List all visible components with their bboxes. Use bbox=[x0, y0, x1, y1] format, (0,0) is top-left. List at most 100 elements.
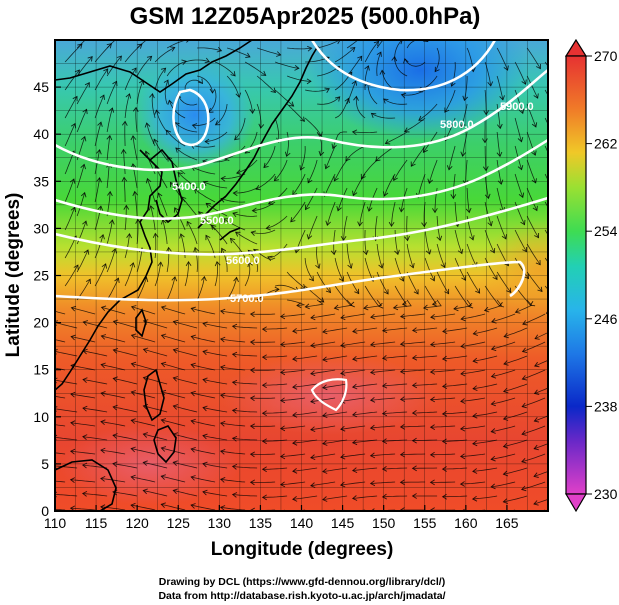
y-tick-label: 40 bbox=[33, 126, 49, 142]
credit-dcl: Drawing by DCL (https://www.gfd-dennou.o… bbox=[159, 576, 445, 588]
streamline-arrowhead bbox=[103, 68, 109, 74]
streamline-arrowhead bbox=[288, 101, 295, 107]
y-tick-label: 15 bbox=[33, 362, 49, 378]
plot-area: 5400.0 5500.0 5600.0 5700.0 5800.0 5900.… bbox=[55, 40, 548, 511]
streamline-arrowhead bbox=[459, 453, 466, 460]
streamline-arrowhead bbox=[460, 370, 466, 377]
contour-5700 bbox=[55, 138, 548, 221]
streamline bbox=[496, 187, 504, 212]
streamline-arrowhead bbox=[352, 328, 358, 334]
streamline-arrowhead bbox=[270, 87, 277, 93]
streamline bbox=[400, 187, 408, 212]
streamline-arrowhead bbox=[82, 434, 88, 440]
streamline-arrowhead bbox=[172, 376, 179, 382]
streamline-arrowhead bbox=[411, 382, 418, 389]
streamline-arrowhead bbox=[170, 46, 176, 52]
streamline bbox=[220, 506, 246, 511]
streamline-arrowhead bbox=[290, 217, 296, 223]
streamline bbox=[464, 76, 468, 101]
streamline bbox=[526, 187, 538, 211]
streamline-arrowhead bbox=[310, 454, 316, 461]
streamline-arrowhead bbox=[490, 372, 497, 379]
streamline-arrowhead bbox=[209, 88, 216, 94]
streamline-arrowhead bbox=[132, 190, 139, 197]
streamline bbox=[70, 422, 96, 427]
streamline-arrowhead bbox=[529, 300, 536, 307]
streamline bbox=[94, 43, 112, 63]
streamline bbox=[280, 313, 306, 317]
streamline-arrowhead bbox=[166, 246, 172, 253]
streamline bbox=[428, 159, 438, 184]
streamline-arrowhead bbox=[175, 147, 181, 153]
streamline bbox=[287, 47, 312, 50]
streamline-arrowhead bbox=[247, 261, 253, 268]
streamline bbox=[157, 193, 168, 217]
streamline-arrowhead bbox=[460, 315, 466, 322]
streamline bbox=[496, 47, 508, 71]
streamline bbox=[430, 453, 456, 456]
streamline bbox=[292, 355, 318, 360]
streamline bbox=[173, 490, 198, 497]
streamline bbox=[472, 495, 498, 500]
streamline bbox=[274, 89, 294, 107]
streamline bbox=[177, 94, 198, 106]
streamline-arrowhead bbox=[81, 490, 88, 497]
streamline-arrowhead bbox=[231, 492, 238, 498]
streamline bbox=[521, 481, 546, 490]
streamline bbox=[76, 249, 89, 273]
streamline-arrowhead bbox=[333, 304, 340, 311]
streamline bbox=[184, 79, 203, 91]
streamline bbox=[153, 139, 168, 161]
streamline-arrowhead bbox=[429, 369, 436, 375]
streamline-arrowhead bbox=[292, 328, 298, 334]
streamline-arrowhead bbox=[130, 361, 137, 368]
streamline-arrowhead bbox=[324, 87, 330, 93]
streamline bbox=[181, 196, 198, 217]
streamline-arrowhead bbox=[82, 220, 88, 226]
streamline-arrowhead bbox=[77, 43, 83, 49]
streamline-arrowhead bbox=[446, 165, 453, 171]
streamline-arrowhead bbox=[185, 260, 192, 267]
x-axis-ticks: 110 115 120 125 130 135 140 145 150 155 160 165 bbox=[44, 505, 519, 531]
streamline bbox=[534, 387, 548, 394]
contour-label-1: 5400.0 bbox=[172, 181, 206, 193]
streamline-arrowhead bbox=[472, 357, 478, 364]
streamline-arrowhead bbox=[340, 453, 346, 460]
x-tick-label: 110 bbox=[44, 515, 67, 531]
streamline bbox=[262, 411, 288, 414]
streamline-arrowhead bbox=[234, 231, 241, 237]
streamline bbox=[136, 277, 147, 301]
streamline bbox=[473, 383, 498, 390]
x-tick-label: 140 bbox=[290, 515, 314, 531]
streamline bbox=[106, 220, 113, 245]
streamline-arrowhead bbox=[337, 40, 341, 45]
streamline-arrowhead bbox=[249, 451, 256, 458]
streamline-arrowhead bbox=[522, 320, 528, 326]
streamline-arrowhead bbox=[145, 177, 152, 184]
streamline-arrowhead bbox=[107, 190, 113, 197]
streamline bbox=[394, 229, 399, 255]
streamline bbox=[215, 103, 228, 126]
streamline bbox=[197, 47, 222, 52]
streamline bbox=[307, 159, 318, 183]
streamline bbox=[232, 353, 258, 357]
streamline-arrowhead bbox=[80, 163, 87, 170]
streamline bbox=[322, 383, 348, 389]
streamline bbox=[343, 215, 348, 241]
streamline bbox=[322, 467, 348, 472]
streamline bbox=[166, 276, 176, 301]
streamline-arrowhead bbox=[219, 448, 226, 455]
streamline-arrowhead bbox=[160, 502, 166, 509]
streamline bbox=[361, 159, 378, 179]
streamline-arrowhead bbox=[205, 234, 211, 241]
streamline bbox=[364, 285, 380, 307]
streamline bbox=[124, 262, 134, 287]
streamline bbox=[322, 411, 348, 417]
streamline-arrowhead bbox=[70, 391, 76, 398]
streamline bbox=[124, 67, 137, 91]
streamline bbox=[503, 439, 528, 447]
streamline-arrowhead bbox=[101, 263, 108, 269]
streamline-arrowhead bbox=[304, 204, 310, 211]
streamline bbox=[334, 159, 348, 182]
streamline-arrowhead bbox=[249, 367, 256, 374]
